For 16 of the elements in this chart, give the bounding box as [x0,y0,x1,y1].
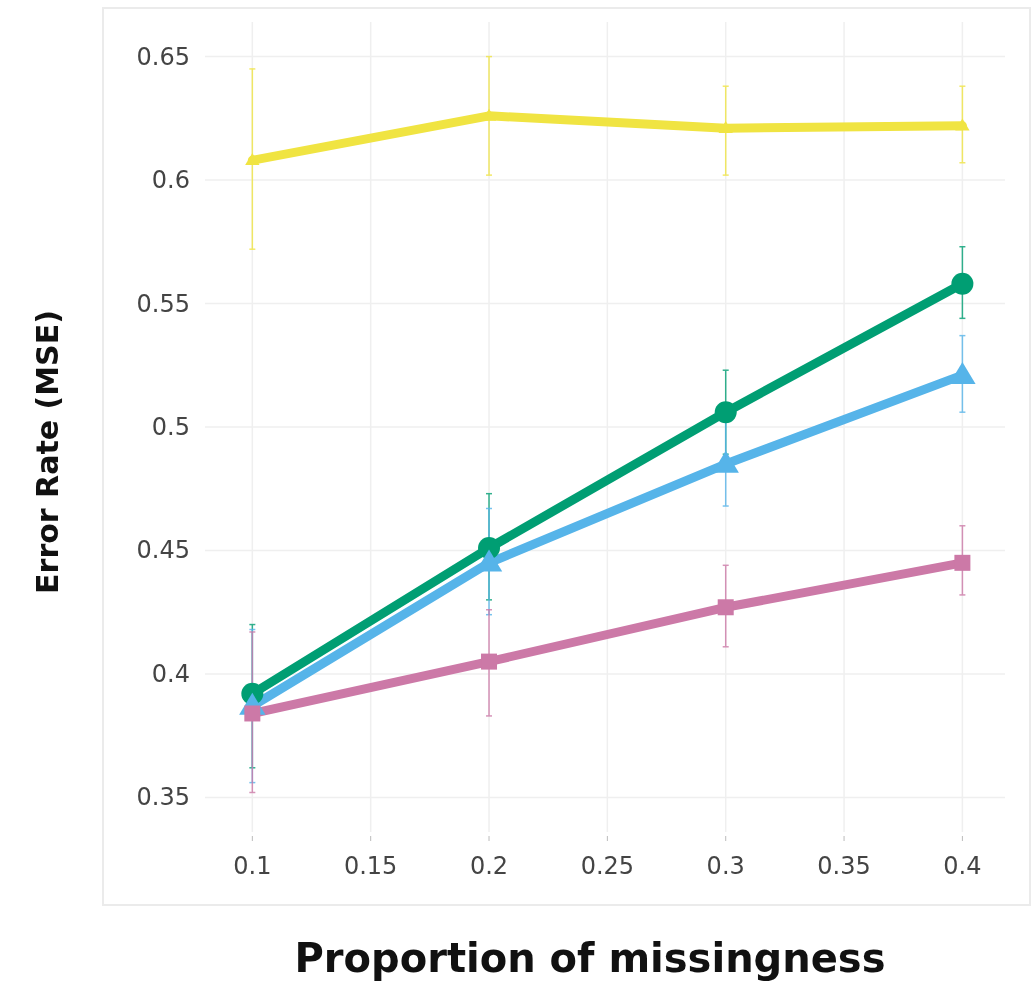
y-tick-label: 0.4 [151,659,190,688]
x-tick-label: 0.3 [706,852,745,880]
y-tick-label: 0.6 [151,166,190,195]
x-tick-label: 0.35 [817,852,871,880]
x-axis-title: Proportion of missingness [294,935,886,981]
x-tick-label: 0.4 [943,852,982,880]
y-tick-label: 0.55 [136,289,190,318]
x-tick-label: 0.2 [469,852,509,880]
y-tick-label: 0.35 [136,783,190,812]
x-tick-label: 0.1 [233,852,272,880]
y-tick-label: 0.65 [136,42,190,71]
x-tick-label: 0.25 [580,852,635,880]
x-tick-label: 0.15 [343,852,398,880]
y-tick-label: 0.45 [136,536,190,565]
y-tick-label: 0.5 [151,413,190,441]
y-axis-title: Error Rate (MSE) [30,310,65,594]
